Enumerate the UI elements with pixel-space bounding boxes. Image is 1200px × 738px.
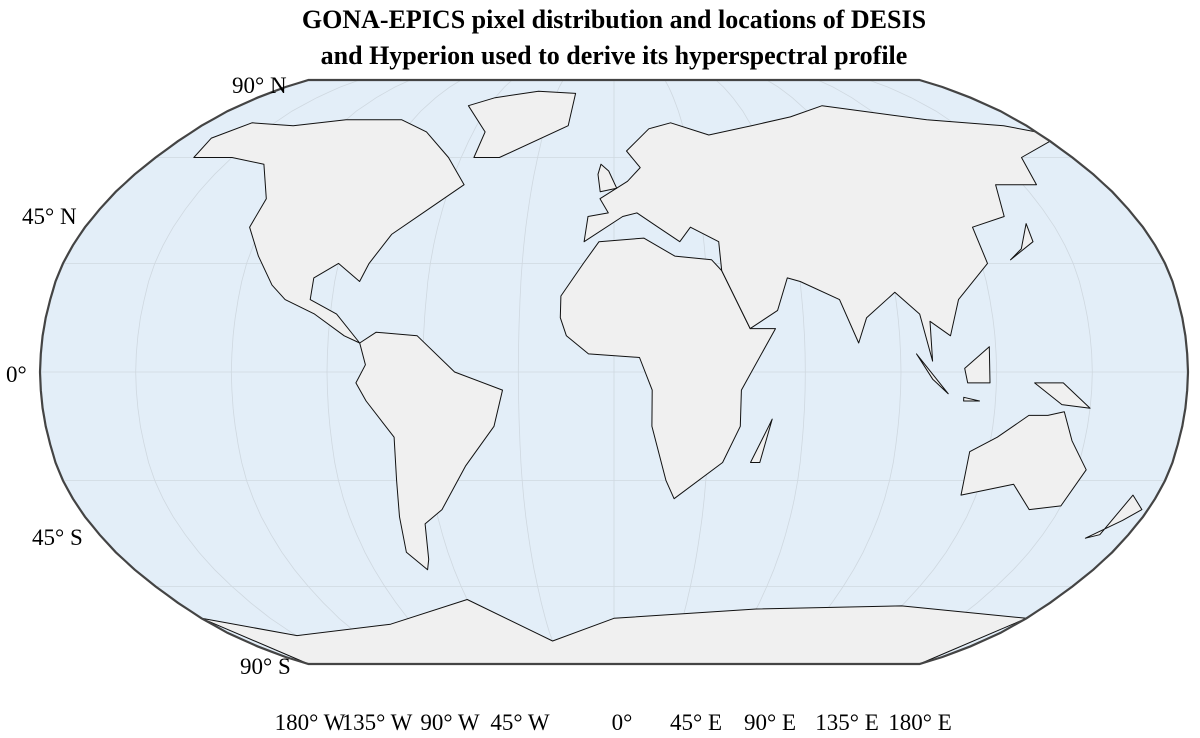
landmass: [963, 396, 980, 402]
title-line: GONA-EPICS pixel distribution and locati…: [302, 5, 926, 34]
landmass: [597, 163, 618, 193]
globe: [38, 78, 1190, 666]
longitude-label: 135° E: [815, 710, 879, 735]
longitude-label: 45° W: [490, 710, 550, 735]
landmass: [583, 105, 1051, 362]
landmass: [1084, 494, 1143, 539]
longitude-label: 0°: [612, 710, 633, 735]
longitude-label: 90° W: [420, 710, 480, 735]
longitude-label: 180° E: [888, 710, 952, 735]
latitude-label: 45° N: [22, 204, 77, 229]
latitude-label: 45° S: [32, 525, 83, 550]
landmass: [960, 411, 1087, 511]
map-frame: [38, 78, 1190, 666]
latitude-label: 90° N: [232, 73, 287, 98]
title-line: and Hyperion used to derive its hyperspe…: [321, 41, 908, 70]
landmass: [193, 119, 465, 344]
longitude-label: 90° E: [744, 710, 796, 735]
latitude-label: 0°: [6, 362, 27, 387]
landmass: [964, 346, 991, 384]
latitude-label: 90° S: [240, 654, 291, 679]
landmass: [467, 90, 577, 158]
landmass: [559, 237, 776, 500]
landmass: [1010, 223, 1034, 261]
landmass: [750, 418, 773, 463]
longitude-label: 45° E: [670, 710, 722, 735]
longitude-label: 135° W: [342, 710, 413, 735]
landmass: [916, 353, 949, 395]
longitude-label: 180° W: [275, 710, 346, 735]
landmass: [1034, 382, 1091, 409]
landmass: [355, 331, 503, 571]
graticule: [517, 79, 564, 665]
